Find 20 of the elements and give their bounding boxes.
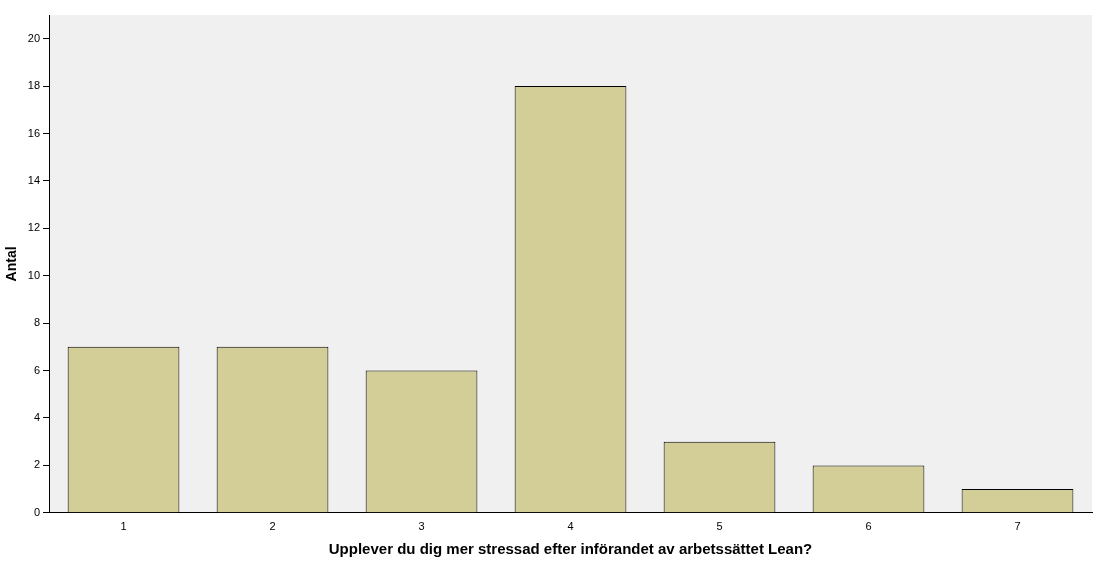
y-tick-label: 14 xyxy=(27,173,41,186)
y-tick-label: 4 xyxy=(33,411,41,424)
y-tick-label: 10 xyxy=(27,268,41,281)
x-tick-label: 6 xyxy=(865,520,872,533)
y-tick-label: 2 xyxy=(33,458,41,471)
y-tick-label: 20 xyxy=(27,31,41,44)
y-tick-label: 6 xyxy=(33,363,41,376)
y-axis-title: Antal xyxy=(3,246,20,282)
x-tick-label: 3 xyxy=(418,520,425,533)
x-tick-label: 7 xyxy=(1014,520,1021,533)
y-tick-label: 16 xyxy=(27,126,41,139)
x-tick-label: 1 xyxy=(120,520,127,533)
y-tick-label: 8 xyxy=(33,316,41,329)
x-tick-label: 4 xyxy=(567,520,574,533)
x-tick-label: 5 xyxy=(716,520,723,533)
y-tick-label: 18 xyxy=(27,79,41,92)
x-tick-label: 2 xyxy=(269,520,276,533)
y-tick-label: 12 xyxy=(27,221,41,234)
x-axis-title: Upplever du dig mer stressad efter införandet av arbetssättet Lean? xyxy=(328,540,813,558)
y-tick-label: 0 xyxy=(33,505,41,518)
